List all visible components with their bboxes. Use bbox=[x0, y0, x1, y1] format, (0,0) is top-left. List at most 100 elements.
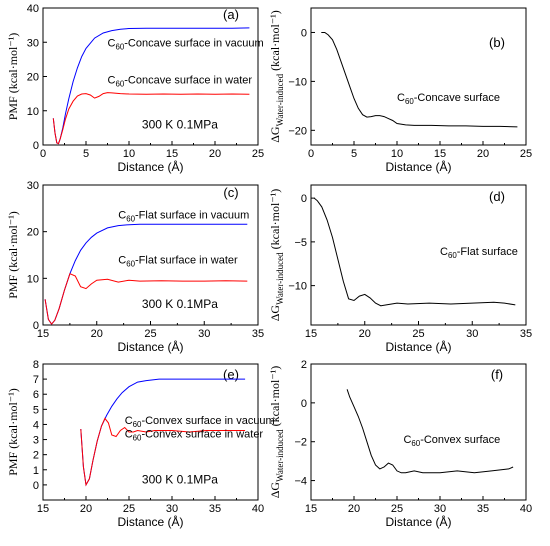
y-tick-label: 0 bbox=[301, 27, 307, 39]
x-tick-label: 15 bbox=[434, 148, 446, 160]
y-tick-label: 20 bbox=[27, 72, 39, 84]
x-axis-label: Distance (Å) bbox=[117, 339, 183, 354]
x-tick-label: 40 bbox=[252, 503, 264, 515]
x-tick-label: 25 bbox=[252, 148, 264, 160]
series-label: C60-Concave surface in vacuum bbox=[108, 37, 264, 51]
y-tick-label: 5 bbox=[33, 404, 39, 416]
x-tick-label: 25 bbox=[412, 328, 424, 340]
x-tick-label: 10 bbox=[391, 148, 403, 160]
x-tick-label: 15 bbox=[166, 148, 178, 160]
x-axis-label: Distance (Å) bbox=[385, 514, 451, 529]
x-tick-label: 15 bbox=[37, 328, 49, 340]
x-tick-label: 30 bbox=[434, 503, 446, 515]
y-tick-label: 2 bbox=[33, 450, 39, 462]
panel-label: (c) bbox=[223, 185, 238, 200]
x-tick-label: 20 bbox=[209, 148, 221, 160]
x-tick-label: 35 bbox=[252, 328, 264, 340]
x-tick-label: 20 bbox=[477, 148, 489, 160]
panel-c: 15 20 25 30 35 0 10 20 30 Distance (Å) PMF (kcal·m… bbox=[6, 180, 264, 354]
series-line bbox=[44, 273, 248, 325]
panel-e: 15 20 25 30 35 40 0 1 2 3 4 5 6 7 8 Distance (Å) PMF (kc… bbox=[6, 359, 275, 529]
x-tick-label: 10 bbox=[123, 148, 135, 160]
x-tick-label: 25 bbox=[123, 503, 135, 515]
y-axis-label: PMF (kcal·mol⁻¹) bbox=[6, 211, 20, 299]
y-tick-label: 0 bbox=[33, 320, 39, 332]
condition-annotation: 300 K 0.1MPa bbox=[142, 118, 218, 132]
series-label: C60-Convex surface bbox=[403, 434, 500, 448]
x-axis-label: Distance (Å) bbox=[117, 514, 183, 529]
x-tick-label: 0 bbox=[40, 148, 46, 160]
series-line bbox=[52, 92, 250, 145]
panel-label: (d) bbox=[489, 189, 505, 204]
series-label: C60-Flat surface in water bbox=[118, 254, 238, 268]
panel-label: (f) bbox=[491, 367, 503, 382]
x-tick-label: 5 bbox=[83, 148, 89, 160]
x-tick-label: 20 bbox=[80, 503, 92, 515]
x-tick-label: 15 bbox=[37, 503, 49, 515]
panel-label: (e) bbox=[223, 367, 239, 382]
panel-b: 0 5 10 15 20 25 0 −10 −20 Distance (Å) ΔGWater-ind… bbox=[268, 7, 532, 174]
condition-annotation: 300 K 0.1MPa bbox=[142, 297, 218, 311]
y-axis-label: PMF (kcal·mol⁻¹) bbox=[6, 388, 20, 476]
y-tick-label: −10 bbox=[288, 76, 307, 88]
x-tick-label: 15 bbox=[305, 503, 317, 515]
y-tick-label: 40 bbox=[27, 3, 39, 15]
series-label: C60-Concave surface in water bbox=[108, 74, 253, 88]
x-tick-label: 30 bbox=[466, 328, 478, 340]
x-tick-label: 35 bbox=[520, 328, 532, 340]
y-tick-label: 20 bbox=[27, 227, 39, 239]
series-label: C60-Convex surface in vacuum bbox=[125, 415, 275, 429]
series-label: C60-Flat surface in vacuum bbox=[118, 210, 249, 224]
y-tick-label: −20 bbox=[288, 125, 307, 137]
plot-frame bbox=[310, 7, 527, 146]
x-tick-label: 0 bbox=[308, 148, 314, 160]
x-tick-label: 20 bbox=[348, 503, 360, 515]
condition-annotation: 300 K 0.1MPa bbox=[142, 473, 218, 487]
x-tick-label: 20 bbox=[91, 328, 103, 340]
x-tick-label: 35 bbox=[209, 503, 221, 515]
series-line bbox=[313, 197, 516, 307]
y-axis-label: ΔGWater-induced (kcal·mol⁻¹) bbox=[268, 10, 285, 143]
y-tick-label: −10 bbox=[288, 281, 307, 293]
y-tick-label: 1 bbox=[33, 465, 39, 477]
y-tick-label: 30 bbox=[27, 180, 39, 192]
y-tick-label: 0 bbox=[33, 140, 39, 152]
x-tick-label: 35 bbox=[477, 503, 489, 515]
x-tick-label: 25 bbox=[520, 148, 532, 160]
y-axis-label: ΔGWater-induced (kcal·mol⁻¹) bbox=[268, 189, 285, 322]
x-tick-label: 40 bbox=[520, 503, 532, 515]
y-tick-label: −2 bbox=[294, 437, 307, 449]
y-tick-label: 6 bbox=[33, 389, 39, 401]
panel-d: 15 20 25 30 35 0 −5 −10 Distance (Å) ΔGWater-indu… bbox=[268, 184, 532, 354]
y-tick-label: 0 bbox=[33, 480, 39, 492]
x-axis-label: Distance (Å) bbox=[385, 159, 451, 174]
x-tick-label: 25 bbox=[391, 503, 403, 515]
series-label: C60-Flat surface bbox=[440, 246, 518, 260]
series-label: C60-Concave surface bbox=[397, 92, 500, 106]
y-tick-label: 2 bbox=[301, 359, 307, 371]
y-tick-label: 4 bbox=[33, 419, 39, 431]
y-tick-label: 8 bbox=[33, 359, 39, 371]
x-tick-label: 15 bbox=[305, 328, 317, 340]
panel-label: (a) bbox=[223, 7, 239, 22]
plot-frame bbox=[310, 363, 527, 501]
x-tick-label: 30 bbox=[198, 328, 210, 340]
y-axis-label: PMF (kcal·mol⁻¹) bbox=[6, 33, 20, 121]
series-line bbox=[80, 417, 246, 487]
y-tick-label: 10 bbox=[27, 106, 39, 118]
y-axis-label: ΔGWater-induced (kcal·mol⁻¹) bbox=[268, 366, 285, 499]
y-tick-label: −5 bbox=[294, 237, 307, 249]
y-tick-label: 7 bbox=[33, 374, 39, 386]
series-line bbox=[346, 389, 514, 474]
y-tick-label: 0 bbox=[301, 398, 307, 410]
x-tick-label: 20 bbox=[359, 328, 371, 340]
panel-label: (b) bbox=[489, 35, 505, 50]
x-tick-label: 30 bbox=[166, 503, 178, 515]
x-axis-label: Distance (Å) bbox=[385, 339, 451, 354]
x-tick-label: 5 bbox=[351, 148, 357, 160]
y-tick-label: −4 bbox=[294, 476, 307, 488]
series-line bbox=[321, 32, 518, 128]
panel-a: 0 5 10 15 20 25 0 10 20 30 40 Distance (Å) PMF (kcal… bbox=[6, 3, 264, 174]
y-tick-label: 3 bbox=[33, 435, 39, 447]
